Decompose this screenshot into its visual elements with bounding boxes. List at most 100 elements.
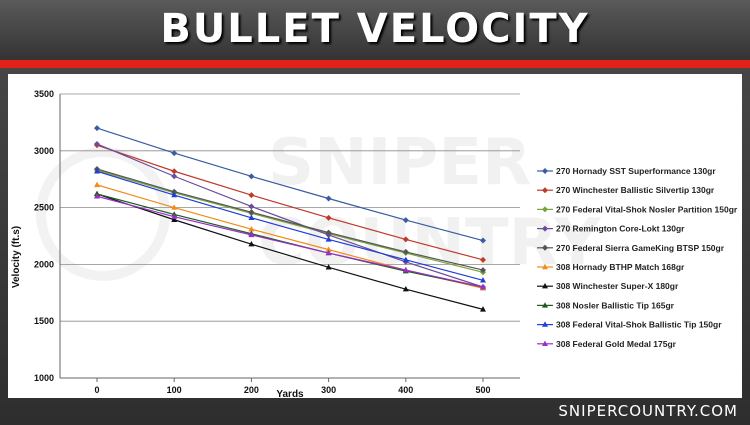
x-tick-label: 500	[475, 385, 490, 395]
data-point	[94, 193, 100, 199]
legend-item: 308 Winchester Super-X 180gr	[537, 281, 679, 291]
legend-item: 308 Hornady BTHP Match 168gr	[537, 262, 685, 272]
watermark: SNIPER COUNTRY	[36, 126, 601, 281]
y-tick-label: 2500	[34, 203, 54, 213]
legend-item: 270 Federal Sierra GameKing BTSP 150gr	[537, 243, 725, 253]
series-line	[96, 169, 484, 273]
data-point	[402, 236, 409, 243]
velocity-chart: SNIPER COUNTRY 1000 1500 2000 2500 3000 3500 0…	[11, 89, 738, 398]
legend-marker	[542, 168, 548, 174]
y-tick-label: 1000	[34, 373, 54, 383]
page-title: BULLET VELOCITY	[160, 6, 590, 52]
legend-marker	[542, 283, 548, 289]
data-point	[480, 306, 486, 312]
data-point	[480, 277, 486, 283]
series-line	[96, 170, 484, 281]
legend-marker	[542, 302, 548, 308]
legend-item: 308 Federal Vital-Shok Ballistic Tip 150…	[537, 320, 722, 330]
series-lines	[94, 125, 486, 312]
data-point	[94, 168, 100, 174]
axes: 1000 1500 2000 2500 3000 3500 0 100 200 300 400 500	[34, 89, 520, 395]
gridlines	[60, 93, 520, 379]
series-line	[96, 143, 484, 288]
chart-panel: SNIPER COUNTRY 1000 1500 2000 2500 3000 3500 0…	[8, 74, 742, 398]
data-point	[248, 225, 255, 232]
legend-label: 270 Federal Sierra GameKing BTSP 150gr	[556, 243, 725, 253]
data-point	[480, 267, 486, 274]
data-point	[325, 236, 332, 242]
series-line	[96, 127, 484, 242]
series-line	[96, 168, 484, 271]
x-axis-label: Yards	[276, 389, 304, 398]
data-point	[480, 283, 486, 290]
legend-marker	[542, 321, 548, 327]
data-point	[94, 181, 100, 188]
data-point	[171, 188, 178, 195]
legend-label: 270 Hornady SST Superformance 130gr	[556, 166, 716, 176]
x-tick-label: 200	[244, 385, 259, 395]
header-banner: BULLET VELOCITY	[0, 0, 750, 60]
data-point	[480, 237, 486, 244]
data-point	[94, 140, 100, 147]
data-point	[248, 203, 255, 210]
legend-marker	[542, 187, 548, 194]
data-point	[248, 231, 255, 238]
series-line	[96, 195, 484, 288]
watermark-line-2: COUNTRY	[258, 206, 601, 280]
x-tick-label: 300	[321, 385, 336, 395]
y-tick-label: 3000	[34, 146, 54, 156]
data-point	[248, 214, 255, 221]
legend-marker	[542, 225, 548, 232]
x-tick-label: 400	[398, 385, 413, 395]
data-point	[325, 229, 332, 236]
legend-label: 308 Federal Vital-Shok Ballistic Tip 150…	[556, 320, 722, 330]
legend-marker	[542, 206, 548, 213]
data-point	[171, 204, 178, 210]
legend-label: 308 Nosler Ballistic Tip 165gr	[556, 300, 675, 310]
data-point	[480, 256, 486, 263]
series-line	[96, 193, 484, 310]
data-point	[248, 173, 255, 180]
legend-marker	[542, 244, 548, 251]
legend-label: 308 Winchester Super-X 180gr	[556, 281, 679, 291]
legend-item: 308 Federal Gold Medal 175gr	[537, 339, 677, 349]
series-5	[94, 165, 486, 274]
legend: 270 Hornady SST Superformance 130gr 270 W…	[537, 166, 738, 349]
data-point	[402, 256, 409, 263]
x-tick-label: 100	[167, 385, 182, 395]
legend-item: 270 Hornady SST Superformance 130gr	[537, 166, 716, 176]
legend-marker	[542, 340, 548, 346]
legend-label: 270 Winchester Ballistic Silvertip 130gr	[556, 185, 715, 195]
series-7	[94, 190, 486, 312]
data-point	[94, 125, 100, 132]
data-point	[171, 216, 178, 222]
x-tick-label: 0	[94, 385, 99, 395]
data-point	[171, 150, 178, 157]
legend-label: 308 Hornady BTHP Match 168gr	[556, 262, 685, 272]
data-point	[325, 214, 332, 221]
legend-item: 308 Nosler Ballistic Tip 165gr	[537, 300, 675, 310]
legend-item: 270 Winchester Ballistic Silvertip 130gr	[537, 185, 715, 195]
series-line	[96, 144, 484, 261]
data-point	[402, 266, 409, 273]
y-tick-label: 1500	[34, 316, 54, 326]
footer-brand: SNIPERCOUNTRY.COM	[558, 402, 738, 420]
data-point	[325, 264, 332, 270]
legend-item: 270 Federal Vital-Shok Nosler Partition …	[537, 204, 738, 214]
legend-label: 308 Federal Gold Medal 175gr	[556, 339, 677, 349]
data-point	[171, 191, 178, 198]
series-9	[94, 168, 486, 283]
data-point	[171, 213, 178, 219]
data-point	[248, 240, 255, 247]
accent-bar	[0, 60, 750, 68]
legend-label: 270 Federal Vital-Shok Nosler Partition …	[556, 204, 738, 214]
data-point	[171, 168, 178, 175]
legend-label: 270 Remington Core-Lokt 130gr	[556, 224, 685, 234]
data-point	[248, 192, 255, 199]
data-point	[325, 246, 332, 252]
data-point	[325, 195, 332, 202]
data-point	[325, 249, 332, 256]
y-axis-label: Velocity (ft.s)	[11, 226, 22, 288]
series-1	[94, 125, 486, 244]
y-tick-label: 2000	[34, 259, 54, 269]
